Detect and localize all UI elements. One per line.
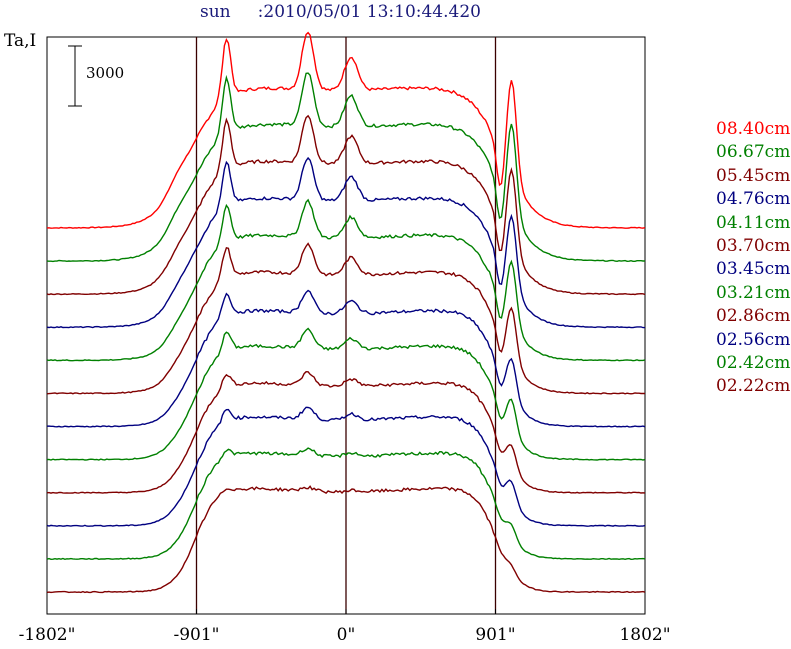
series-line xyxy=(46,198,646,362)
legend: 08.40cm 06.67cm 05.45cm 04.76cm 04.11cm 03.70… xyxy=(716,118,790,399)
legend-item: 03.21cm xyxy=(716,282,791,303)
legend-item: 06.67cm xyxy=(716,142,791,163)
legend-item: 02.56cm xyxy=(716,329,791,350)
x-tick-label: 901" xyxy=(475,625,516,645)
legend-item: 03.45cm xyxy=(716,259,791,280)
series-line xyxy=(46,327,646,461)
x-tick-label: -1802" xyxy=(18,625,76,645)
series-line xyxy=(46,114,646,296)
y-axis-label: Ta,I xyxy=(4,31,37,51)
x-tick-label: 0" xyxy=(336,625,356,645)
series-line xyxy=(46,72,645,263)
series-line xyxy=(46,31,646,229)
legend-item: 02.22cm xyxy=(716,376,791,397)
x-tick-label: 1802" xyxy=(619,625,671,645)
series-line xyxy=(46,370,646,494)
series-line xyxy=(46,242,646,395)
chart-title: sun :2010/05/01 13:10:44.420 xyxy=(200,2,481,22)
legend-item: 02.42cm xyxy=(716,352,791,373)
series-line xyxy=(46,485,646,594)
x-tick-label: -901" xyxy=(173,625,220,645)
legend-item: 08.40cm xyxy=(716,119,791,139)
legend-item: 04.11cm xyxy=(716,212,791,233)
legend-item: 02.86cm xyxy=(716,306,791,327)
observed-object: sun xyxy=(200,2,231,22)
legend-item: 05.45cm xyxy=(716,165,791,186)
scale-bar-label: 3000 xyxy=(86,64,125,82)
series-line xyxy=(46,406,646,527)
series-line xyxy=(46,156,645,329)
legend-item: 03.70cm xyxy=(716,235,791,256)
series-line xyxy=(46,447,646,561)
legend-item: 04.76cm xyxy=(716,189,791,210)
observation-timestamp: :2010/05/01 13:10:44.420 xyxy=(257,2,481,22)
series-line xyxy=(46,289,646,428)
